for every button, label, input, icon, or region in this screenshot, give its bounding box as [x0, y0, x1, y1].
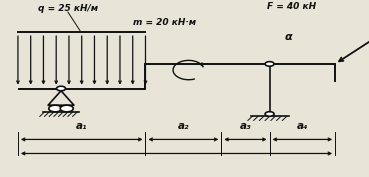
Text: a₄: a₄: [297, 121, 308, 131]
Text: q = 25 кН/м: q = 25 кН/м: [38, 4, 98, 13]
Circle shape: [49, 105, 62, 112]
Circle shape: [265, 112, 274, 116]
Circle shape: [56, 86, 66, 91]
Circle shape: [60, 105, 73, 112]
Text: a₃: a₃: [240, 121, 251, 131]
Text: F = 40 кН: F = 40 кН: [268, 2, 317, 11]
Text: α: α: [285, 32, 292, 42]
Text: m = 20 кН·м: m = 20 кН·м: [133, 18, 196, 27]
Text: a₁: a₁: [76, 121, 87, 131]
Circle shape: [265, 62, 274, 66]
Text: a₂: a₂: [177, 121, 189, 131]
